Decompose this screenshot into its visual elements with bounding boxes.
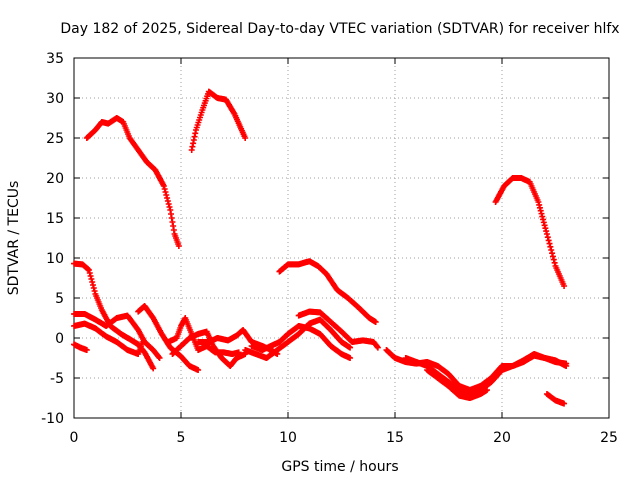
data-point: [139, 339, 146, 345]
series-track-8: [71, 341, 90, 353]
data-point: [87, 273, 94, 279]
x-tick-label: 20: [493, 430, 511, 446]
series-track-14: [242, 316, 354, 361]
data-point: [561, 283, 568, 289]
data-point: [374, 344, 381, 351]
data-point: [372, 319, 379, 325]
data-point: [89, 282, 96, 288]
plot-area-frame: [73, 57, 610, 419]
data-point: [195, 367, 202, 373]
data-point: [563, 363, 570, 369]
axis-ticks: [73, 57, 610, 419]
series-track-4: [71, 260, 157, 372]
y-tick-label: 25: [46, 131, 64, 147]
series-track-12: [195, 327, 281, 357]
data-point: [162, 189, 169, 195]
y-tick-label: -5: [50, 371, 64, 387]
series-track-15: [295, 308, 381, 351]
x-axis-label: GPS time / hours: [281, 459, 398, 475]
data-point: [88, 276, 95, 282]
data-point: [155, 354, 162, 360]
data-point: [551, 259, 558, 266]
data-point: [347, 344, 354, 351]
x-tick-label: 5: [177, 430, 186, 446]
series-track-3: [492, 175, 568, 289]
data-point: [550, 256, 557, 263]
data-point: [161, 186, 168, 192]
data-point: [150, 365, 157, 372]
data-point: [484, 387, 491, 393]
data-point: [163, 192, 170, 198]
data-point: [548, 247, 555, 253]
data-point: [543, 231, 550, 237]
data-point: [549, 253, 556, 260]
data-point: [156, 355, 163, 361]
data-point: [160, 183, 167, 189]
data-point: [544, 234, 551, 241]
data-point: [164, 195, 171, 201]
y-tick-label: 30: [46, 91, 64, 107]
data-point: [374, 343, 381, 350]
data-point: [549, 250, 556, 257]
series-track-7: [71, 320, 146, 357]
y-tick-label: 5: [55, 291, 64, 307]
series-track-18: [424, 367, 491, 401]
y-tick-label: 0: [55, 331, 64, 347]
series-track-13: [248, 323, 354, 361]
data-point: [242, 135, 249, 141]
y-tick-label: 15: [46, 211, 64, 227]
tick-labels: 0 5 10 15 20 25 -10 -5 0 5 10 15 20 25 30 35: [41, 51, 618, 446]
series-track-19: [543, 391, 568, 407]
data-point: [91, 288, 98, 294]
x-tick-label: 0: [70, 430, 79, 446]
data-point: [90, 285, 97, 291]
y-tick-label: 35: [46, 51, 64, 67]
data-point: [164, 198, 171, 204]
data-point: [175, 243, 182, 249]
data-point: [86, 270, 93, 276]
y-tick-label: 10: [46, 251, 64, 267]
data-point: [347, 355, 354, 361]
data-marks: [71, 88, 570, 407]
data-point: [89, 279, 96, 285]
chart-title: Day 182 of 2025, Sidereal Day-to-day VTE…: [60, 21, 619, 37]
data-point: [85, 267, 92, 273]
x-tick-label: 10: [279, 430, 297, 446]
y-tick-label: -10: [41, 411, 64, 427]
series-track-1: [83, 115, 182, 249]
data-point: [546, 240, 553, 247]
x-tick-label: 15: [386, 430, 404, 446]
data-point: [166, 204, 173, 210]
data-point: [165, 201, 172, 207]
series-track-5: [276, 258, 379, 325]
series-track-11: [169, 328, 249, 369]
data-point: [561, 400, 568, 407]
series-track-2: [188, 88, 249, 153]
y-tick-label: 20: [46, 171, 64, 187]
data-point: [545, 237, 552, 244]
x-tick-label: 25: [600, 430, 618, 446]
y-axis-label: SDTVAR / TECUs: [6, 181, 22, 296]
data-point: [547, 243, 554, 250]
series-track-17: [402, 351, 570, 397]
data-point: [83, 347, 90, 353]
